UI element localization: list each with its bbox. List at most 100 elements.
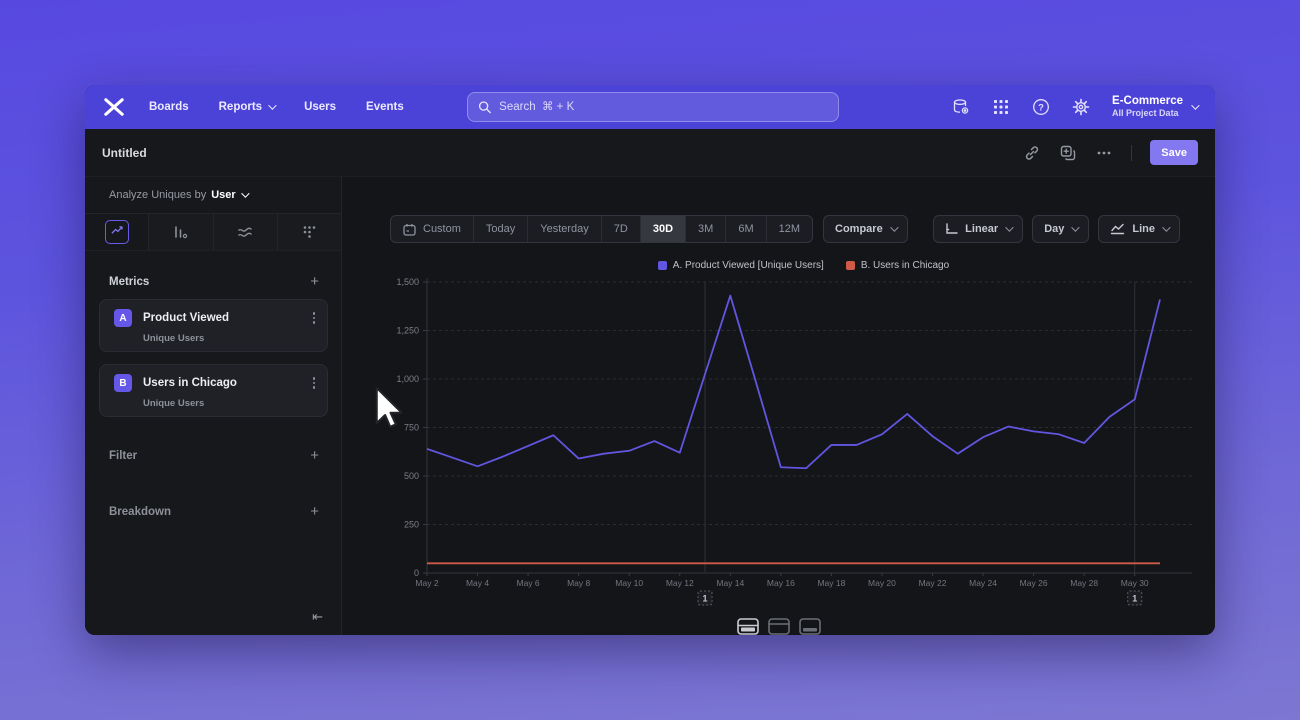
svg-text:May 28: May 28: [1070, 578, 1098, 588]
svg-text:1,250: 1,250: [396, 326, 419, 336]
insights-line-icon: [104, 220, 129, 244]
calendar-icon: [403, 223, 416, 236]
chart-toolbar: Custom Today Yesterday 7D 30D 3M 6M 12M …: [390, 215, 1180, 243]
data-management-icon[interactable]: [952, 98, 970, 116]
range-7d[interactable]: 7D: [602, 216, 641, 242]
range-custom[interactable]: Custom: [391, 216, 474, 242]
range-12m[interactable]: 12M: [767, 216, 812, 242]
metric-menu-icon[interactable]: [312, 312, 315, 324]
metric-name: Product Viewed: [143, 312, 230, 324]
nav-item-users[interactable]: Users: [304, 101, 336, 113]
chevron-down-icon: [1071, 223, 1081, 232]
svg-text:250: 250: [404, 520, 419, 530]
report-title[interactable]: Untitled: [102, 145, 147, 160]
svg-text:May 12: May 12: [666, 578, 694, 588]
project-scope: All Project Data: [1112, 108, 1179, 118]
top-nav: Boards Reports Users Events: [85, 85, 1215, 129]
chart-style-dropdown[interactable]: Line: [1098, 215, 1180, 243]
svg-text:1: 1: [703, 594, 708, 604]
save-button[interactable]: Save: [1150, 140, 1198, 165]
layout-table-only-button[interactable]: [798, 618, 821, 635]
analyze-row: Analyze Uniques by User: [85, 177, 341, 214]
flow-icon: [238, 227, 253, 237]
chevron-down-icon: [1191, 101, 1200, 110]
query-sidebar: Analyze Uniques by User: [85, 177, 342, 635]
line-chart[interactable]: 0 250 500 750 1,000 1,250 1,500 1 1 May 2 May 4 May…: [342, 274, 1215, 614]
compare-button[interactable]: Compare: [823, 215, 908, 243]
nav-item-label: Events: [366, 101, 404, 113]
add-breakdown-button[interactable]: +: [310, 503, 319, 520]
range-label: Yesterday: [540, 223, 589, 235]
svg-text:1,000: 1,000: [396, 374, 419, 384]
metrics-label: Metrics: [109, 276, 150, 288]
svg-text:May 22: May 22: [919, 578, 947, 588]
add-filter-button[interactable]: +: [310, 447, 319, 464]
svg-text:May 24: May 24: [969, 578, 997, 588]
chart-type-scatter[interactable]: [277, 214, 341, 250]
metric-name: Users in Chicago: [143, 377, 237, 389]
range-3m[interactable]: 3M: [686, 216, 727, 242]
legend-item-a[interactable]: A. Product Viewed [Unique Users]: [657, 260, 824, 271]
metric-measure: Unique Users: [143, 398, 205, 409]
layout-split-button[interactable]: [736, 618, 759, 635]
range-label: Custom: [423, 223, 461, 235]
nav-item-events[interactable]: Events: [366, 101, 404, 113]
filter-header: Filter +: [109, 447, 319, 464]
project-name: E-Commerce: [1112, 95, 1183, 107]
add-metric-button[interactable]: +: [310, 273, 319, 290]
chart-type-bar[interactable]: [149, 214, 214, 250]
help-icon[interactable]: ?: [1032, 98, 1050, 116]
chevron-down-icon: [1162, 223, 1171, 232]
svg-text:May 30: May 30: [1121, 578, 1149, 588]
svg-text:May 18: May 18: [817, 578, 845, 588]
metric-badge: B: [114, 374, 132, 392]
metric-card-b[interactable]: B Users in Chicago Unique Users: [99, 364, 328, 417]
duplicate-icon[interactable]: [1059, 144, 1077, 162]
nav-item-boards[interactable]: Boards: [149, 101, 189, 113]
svg-text:1: 1: [1132, 594, 1137, 604]
layout-chart-only-button[interactable]: [767, 618, 790, 635]
analyze-entity-dropdown[interactable]: User: [211, 189, 250, 201]
copy-link-icon[interactable]: [1023, 144, 1041, 162]
nav-item-label: Users: [304, 101, 337, 113]
search-input[interactable]: [499, 101, 828, 113]
scale-dropdown[interactable]: Linear: [933, 215, 1024, 243]
collapse-sidebar-icon[interactable]: ⇤: [312, 609, 323, 624]
settings-gear-icon[interactable]: [1072, 98, 1090, 116]
range-label: 7D: [613, 223, 628, 235]
analyze-prefix: Analyze Uniques by: [109, 189, 207, 201]
svg-text:1,500: 1,500: [396, 277, 419, 287]
svg-text:May 16: May 16: [767, 578, 795, 588]
range-today[interactable]: Today: [474, 216, 529, 242]
range-30d[interactable]: 30D: [640, 216, 687, 242]
metric-badge: A: [114, 309, 132, 327]
metrics-header: Metrics +: [109, 273, 319, 290]
svg-text:May 6: May 6: [517, 578, 540, 588]
interval-dropdown[interactable]: Day: [1032, 215, 1090, 243]
range-label: 6M: [738, 223, 754, 235]
range-6m[interactable]: 6M: [726, 216, 767, 242]
nav-item-reports[interactable]: Reports: [219, 101, 277, 113]
chevron-down-icon: [268, 101, 277, 110]
svg-text:750: 750: [404, 423, 419, 433]
nav-item-label: Boards: [149, 101, 189, 113]
chart-type-flow[interactable]: [213, 214, 278, 250]
project-selector[interactable]: E-Commerce All Project Data: [1112, 95, 1200, 119]
mixpanel-logo[interactable]: [103, 97, 125, 117]
metric-menu-icon[interactable]: [312, 377, 315, 389]
report-title-bar: Untitled: [85, 129, 1215, 177]
apps-grid-icon[interactable]: [992, 98, 1010, 116]
svg-text:?: ?: [1038, 103, 1044, 114]
chart-type-insights[interactable]: [85, 214, 150, 250]
compare-label: Compare: [835, 223, 883, 235]
style-label: Line: [1132, 223, 1155, 235]
legend-item-b[interactable]: B. Users in Chicago: [845, 260, 949, 271]
svg-text:May 8: May 8: [567, 578, 590, 588]
range-yesterday[interactable]: Yesterday: [528, 216, 602, 242]
layout-toggles: [342, 618, 1215, 635]
scatter-icon: [304, 226, 316, 238]
metric-card-a[interactable]: A Product Viewed Unique Users: [99, 299, 328, 352]
more-options-icon[interactable]: [1095, 144, 1113, 162]
range-label: 30D: [652, 223, 674, 235]
search-bar[interactable]: [467, 92, 839, 122]
